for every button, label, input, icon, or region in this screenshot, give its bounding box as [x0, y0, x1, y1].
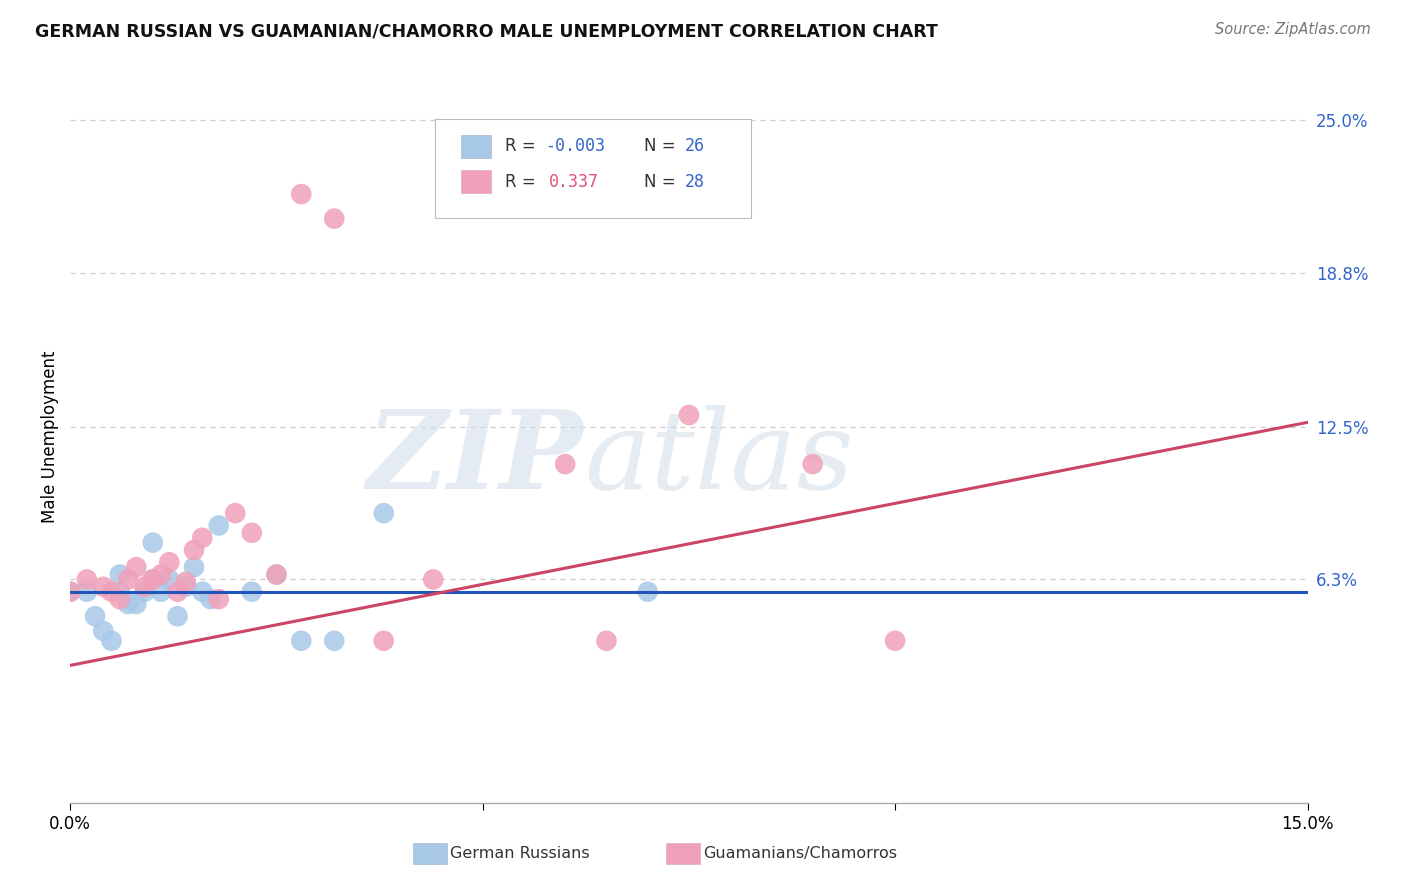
- Point: [157, 573, 180, 587]
- Point: [91, 580, 114, 594]
- Point: [884, 633, 907, 648]
- Point: [183, 560, 205, 574]
- Point: [157, 555, 180, 569]
- Point: [174, 574, 197, 589]
- Point: [801, 457, 824, 471]
- Point: [637, 584, 659, 599]
- Point: [142, 573, 165, 587]
- Point: [166, 584, 188, 599]
- Text: 28: 28: [685, 172, 706, 191]
- Point: [323, 211, 346, 226]
- Point: [134, 584, 156, 599]
- Point: [100, 633, 122, 648]
- Text: German Russians: German Russians: [450, 847, 589, 861]
- Text: Guamanians/Chamorros: Guamanians/Chamorros: [703, 847, 897, 861]
- Point: [678, 408, 700, 422]
- Point: [373, 633, 395, 648]
- Point: [108, 584, 131, 599]
- Text: -0.003: -0.003: [546, 137, 606, 155]
- Point: [150, 584, 173, 599]
- Point: [91, 624, 114, 638]
- Text: 26: 26: [685, 137, 706, 155]
- Point: [76, 573, 98, 587]
- Point: [134, 580, 156, 594]
- Point: [200, 592, 222, 607]
- Text: R =: R =: [505, 137, 540, 155]
- Text: 0.337: 0.337: [550, 172, 599, 191]
- Point: [150, 567, 173, 582]
- Point: [108, 567, 131, 582]
- Text: Source: ZipAtlas.com: Source: ZipAtlas.com: [1215, 22, 1371, 37]
- FancyBboxPatch shape: [461, 170, 491, 193]
- Point: [422, 573, 444, 587]
- Point: [290, 187, 312, 202]
- Y-axis label: Male Unemployment: Male Unemployment: [41, 351, 59, 524]
- Point: [142, 573, 165, 587]
- Point: [266, 567, 288, 582]
- Point: [76, 584, 98, 599]
- Point: [125, 597, 148, 611]
- Text: R =: R =: [505, 172, 540, 191]
- Point: [208, 592, 231, 607]
- Point: [142, 535, 165, 549]
- Point: [191, 531, 214, 545]
- Point: [183, 543, 205, 558]
- Point: [125, 560, 148, 574]
- Point: [174, 580, 197, 594]
- Point: [266, 567, 288, 582]
- Point: [224, 506, 246, 520]
- Point: [108, 592, 131, 607]
- FancyBboxPatch shape: [436, 119, 751, 218]
- Point: [208, 518, 231, 533]
- Point: [59, 584, 82, 599]
- Text: N =: N =: [644, 172, 682, 191]
- Point: [240, 584, 263, 599]
- Point: [117, 597, 139, 611]
- Point: [240, 525, 263, 540]
- Point: [191, 584, 214, 599]
- Text: N =: N =: [644, 137, 682, 155]
- Point: [84, 609, 107, 624]
- Point: [595, 633, 617, 648]
- Point: [117, 573, 139, 587]
- Text: atlas: atlas: [583, 405, 853, 513]
- Point: [59, 584, 82, 599]
- Text: ZIP: ZIP: [367, 405, 583, 513]
- Point: [323, 633, 346, 648]
- Point: [100, 584, 122, 599]
- FancyBboxPatch shape: [461, 136, 491, 158]
- Point: [290, 633, 312, 648]
- Text: GERMAN RUSSIAN VS GUAMANIAN/CHAMORRO MALE UNEMPLOYMENT CORRELATION CHART: GERMAN RUSSIAN VS GUAMANIAN/CHAMORRO MAL…: [35, 22, 938, 40]
- Point: [373, 506, 395, 520]
- Point: [554, 457, 576, 471]
- Point: [166, 609, 188, 624]
